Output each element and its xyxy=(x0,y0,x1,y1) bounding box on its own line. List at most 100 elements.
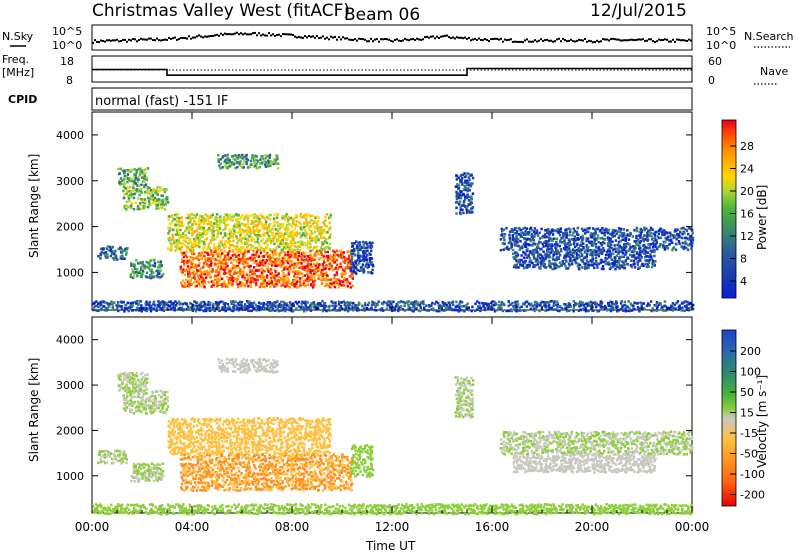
nsky-point xyxy=(564,39,566,41)
data-cell xyxy=(518,259,520,262)
data-cell xyxy=(218,306,220,309)
nsky-point xyxy=(606,39,608,41)
data-cell xyxy=(176,216,178,219)
data-cell xyxy=(218,271,220,274)
data-cell xyxy=(200,305,202,308)
data-cell xyxy=(279,235,281,238)
data-cell xyxy=(149,301,151,304)
data-cell xyxy=(219,246,221,249)
data-cell xyxy=(133,197,135,200)
data-cell xyxy=(293,275,295,278)
data-cell xyxy=(132,395,134,398)
data-cell xyxy=(619,250,621,253)
freq-left-tick-label: 8 xyxy=(66,74,73,87)
data-cell xyxy=(342,254,344,257)
data-cell xyxy=(536,302,538,305)
data-cell xyxy=(455,174,457,177)
data-cell xyxy=(216,278,218,281)
data-cell xyxy=(229,218,231,221)
data-cell xyxy=(123,182,125,185)
data-cell xyxy=(244,258,246,261)
data-cell xyxy=(237,278,239,281)
data-cell xyxy=(119,246,121,249)
data-cell xyxy=(639,259,641,262)
data-cell xyxy=(363,268,365,271)
data-cell xyxy=(275,162,277,165)
data-cell xyxy=(328,247,330,250)
data-cell xyxy=(310,283,312,286)
data-cell xyxy=(154,197,156,200)
nsky-point xyxy=(158,39,160,41)
data-cell xyxy=(233,304,235,307)
data-cell xyxy=(126,201,128,204)
data-cell xyxy=(299,249,301,252)
data-cell xyxy=(149,187,151,190)
data-cell xyxy=(622,309,624,312)
data-cell xyxy=(215,275,217,278)
data-cell xyxy=(614,244,616,247)
data-cell xyxy=(389,307,391,310)
data-cell xyxy=(153,259,155,262)
data-cell xyxy=(511,302,513,305)
data-cell xyxy=(246,262,248,265)
data-cell xyxy=(263,276,265,279)
data-cell xyxy=(263,302,265,305)
data-cell xyxy=(533,256,535,259)
data-cell xyxy=(137,197,139,200)
data-cell xyxy=(227,303,229,306)
data-cell xyxy=(321,273,323,276)
data-cell xyxy=(533,230,535,233)
data-cell xyxy=(330,214,332,217)
data-cell xyxy=(628,300,630,303)
data-cell xyxy=(257,238,259,241)
data-cell xyxy=(356,269,358,272)
data-cell xyxy=(134,387,136,390)
nsky-point xyxy=(154,39,156,41)
nsky-point xyxy=(248,33,250,35)
data-cell xyxy=(681,309,683,312)
data-cell xyxy=(623,228,625,231)
nsky-point xyxy=(324,38,326,40)
data-cell xyxy=(256,251,258,254)
data-cell xyxy=(582,237,584,240)
nsky-point xyxy=(192,37,194,39)
data-cell xyxy=(516,300,518,303)
data-cell xyxy=(355,266,357,269)
data-cell xyxy=(236,250,238,253)
data-cell xyxy=(578,254,580,257)
data-cell xyxy=(616,264,618,267)
data-cell xyxy=(463,305,465,308)
data-cell xyxy=(367,271,369,274)
data-cell xyxy=(133,412,135,415)
data-cell xyxy=(277,167,279,170)
data-cell xyxy=(313,301,315,304)
data-cell xyxy=(260,277,262,280)
data-cell xyxy=(183,264,185,267)
data-cell xyxy=(386,307,388,310)
data-cell xyxy=(523,257,525,260)
nsky-point xyxy=(466,38,468,40)
data-cell xyxy=(247,276,249,279)
data-cell xyxy=(240,285,242,288)
data-cell xyxy=(630,264,632,267)
data-cell xyxy=(623,264,625,267)
data-cell xyxy=(551,228,553,231)
nsky-point xyxy=(568,40,570,42)
data-cell xyxy=(230,261,232,264)
data-cell xyxy=(571,234,573,237)
data-cell xyxy=(503,229,505,232)
data-cell xyxy=(140,411,142,414)
data-cell xyxy=(598,310,600,313)
data-cell xyxy=(639,234,641,237)
data-cell xyxy=(539,237,541,240)
data-cell xyxy=(202,266,204,269)
data-cell xyxy=(117,168,119,171)
data-cell xyxy=(528,244,530,247)
data-cell xyxy=(263,270,265,273)
data-cell xyxy=(462,212,464,215)
data-cell xyxy=(157,193,159,196)
data-cell xyxy=(461,301,463,304)
data-cell xyxy=(176,302,178,305)
data-cell xyxy=(329,243,331,246)
data-cell xyxy=(530,227,532,230)
